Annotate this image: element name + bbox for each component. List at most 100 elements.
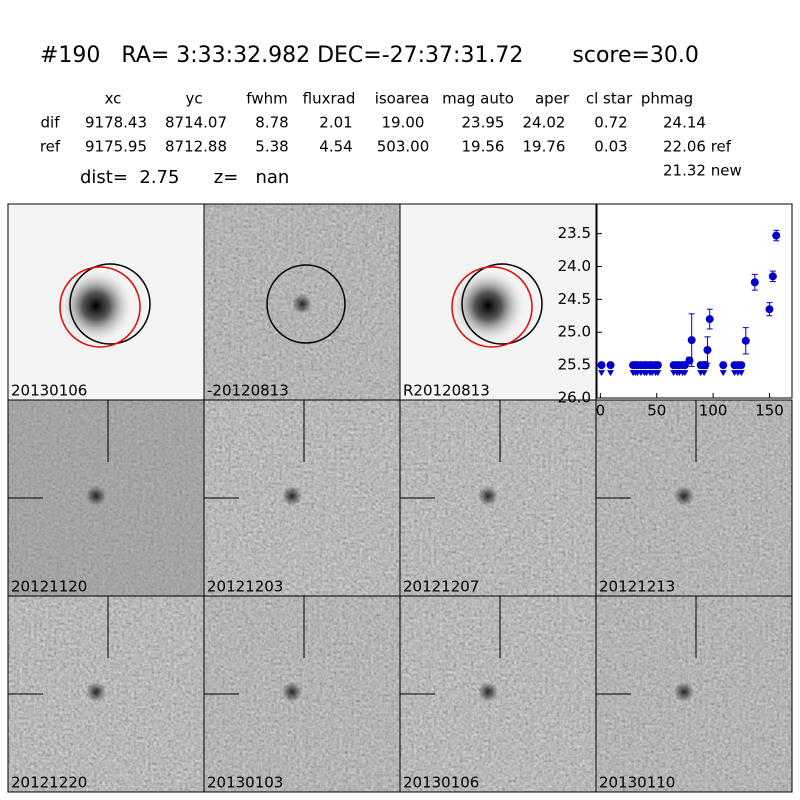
source-spot bbox=[86, 486, 106, 506]
column-header: isoarea bbox=[375, 90, 430, 108]
aperture-circle bbox=[266, 264, 346, 344]
source-spot bbox=[674, 682, 694, 702]
panel-label: 20121207 bbox=[403, 578, 479, 596]
detection-point bbox=[705, 315, 714, 324]
panel-label: 20130106 bbox=[403, 774, 479, 792]
detection-point bbox=[685, 356, 694, 365]
limit-point bbox=[719, 361, 728, 370]
dist-line: dist= 2.75 z= nan bbox=[80, 167, 289, 188]
source-spot bbox=[292, 294, 312, 314]
panel-label: 20121213 bbox=[599, 578, 675, 596]
image-panel: 20130106 bbox=[7, 203, 205, 401]
y-tick-label: 25.0 bbox=[558, 323, 591, 341]
detection-point bbox=[741, 336, 750, 345]
limit-point bbox=[606, 361, 615, 370]
source-spot bbox=[282, 682, 302, 702]
table-cell: 9175.95 bbox=[85, 138, 147, 156]
image-panel: R20120813 bbox=[399, 203, 597, 401]
source-spot bbox=[674, 486, 694, 506]
image-panel: 20130110 bbox=[595, 595, 793, 793]
limit-point bbox=[653, 361, 662, 370]
table-cell: 8.78 bbox=[255, 114, 288, 132]
panel-label: 20121120 bbox=[11, 578, 87, 596]
table-cell: dif bbox=[41, 114, 61, 132]
limit-arrow bbox=[719, 370, 727, 377]
x-tick-label: 0 bbox=[596, 402, 606, 420]
table-cell: 0.03 bbox=[594, 138, 627, 156]
image-panel: 20121120 bbox=[7, 399, 205, 597]
table-cell: 0.72 bbox=[594, 114, 627, 132]
column-header: yc bbox=[185, 90, 202, 108]
column-header: cl star bbox=[586, 90, 633, 108]
table-cell: 19.00 bbox=[382, 114, 425, 132]
table-cell: ref bbox=[40, 138, 61, 156]
limit-arrow bbox=[598, 370, 606, 377]
aperture-circle bbox=[59, 266, 141, 348]
table-cell: 2.01 bbox=[319, 114, 352, 132]
detection-point bbox=[768, 272, 777, 281]
source-blob bbox=[58, 268, 134, 344]
table-cell: 19.76 bbox=[523, 138, 566, 156]
source-spot bbox=[478, 682, 498, 702]
detection-point bbox=[750, 278, 759, 287]
limit-arrow bbox=[737, 370, 745, 377]
x-tick-label: 100 bbox=[699, 402, 728, 420]
panel-border bbox=[595, 595, 793, 793]
source-spot bbox=[478, 486, 498, 506]
column-header: mag auto bbox=[442, 90, 514, 108]
column-header: fwhm bbox=[246, 90, 287, 108]
column-header: fluxrad bbox=[303, 90, 356, 108]
image-panel: 20130103 bbox=[203, 595, 401, 793]
table-cell: 4.54 bbox=[319, 138, 352, 156]
detection-point bbox=[703, 345, 712, 354]
image-panel: 20121207 bbox=[399, 399, 597, 597]
y-tick-label: 24.5 bbox=[558, 290, 591, 308]
table-cell: 8714.07 bbox=[165, 114, 227, 132]
panel-label: 20130103 bbox=[207, 774, 283, 792]
column-header: aper bbox=[535, 90, 570, 108]
image-panel: 20121213 bbox=[595, 399, 793, 597]
plot-area bbox=[596, 203, 793, 399]
panel-label: 20121220 bbox=[11, 774, 87, 792]
source-spot bbox=[86, 682, 106, 702]
source-blob bbox=[450, 268, 526, 344]
limit-point bbox=[737, 361, 746, 370]
image-panel: 20121203 bbox=[203, 399, 401, 597]
table-cell: 23.95 bbox=[462, 114, 505, 132]
image-panel: 20130106 bbox=[399, 595, 597, 793]
column-header: xc bbox=[105, 90, 122, 108]
table-extra: 21.32 new bbox=[663, 162, 742, 180]
panel-label: -20120813 bbox=[207, 382, 289, 400]
aperture-circle bbox=[69, 263, 151, 345]
title: #190 RA= 3:33:32.982 DEC=-27:37:31.72 sc… bbox=[40, 43, 699, 68]
column-header: phmag bbox=[641, 90, 693, 108]
y-tick-label: 23.5 bbox=[558, 224, 591, 242]
image-panel: 20121220 bbox=[7, 595, 205, 793]
table-cell: 8712.88 bbox=[165, 138, 227, 156]
limit-arrow bbox=[607, 370, 615, 377]
table-cell: 24.02 bbox=[523, 114, 566, 132]
detection-point bbox=[765, 305, 774, 314]
table-cell: 9178.43 bbox=[85, 114, 147, 132]
y-tick-label: 26.0 bbox=[558, 389, 591, 407]
x-tick-label: 150 bbox=[755, 402, 784, 420]
table-cell: 503.00 bbox=[377, 138, 430, 156]
table-cell: 24.14 bbox=[663, 114, 706, 132]
aperture-circle bbox=[461, 263, 543, 345]
limit-arrow bbox=[700, 370, 708, 377]
panel-label: R20120813 bbox=[403, 382, 490, 400]
table-cell: 5.38 bbox=[255, 138, 288, 156]
limit-arrow bbox=[681, 370, 689, 377]
detection-point bbox=[772, 231, 781, 240]
table-cell: 19.56 bbox=[462, 138, 505, 156]
aperture-circle bbox=[451, 266, 533, 348]
y-tick-label: 25.5 bbox=[558, 356, 591, 374]
detection-point bbox=[687, 336, 696, 345]
table-cell: 22.06 ref bbox=[663, 138, 732, 156]
image-panel: -20120813 bbox=[203, 203, 401, 401]
limit-arrow bbox=[654, 370, 662, 377]
limit-point bbox=[597, 361, 606, 370]
x-tick-label: 50 bbox=[647, 402, 666, 420]
y-tick-label: 24.0 bbox=[558, 257, 591, 275]
